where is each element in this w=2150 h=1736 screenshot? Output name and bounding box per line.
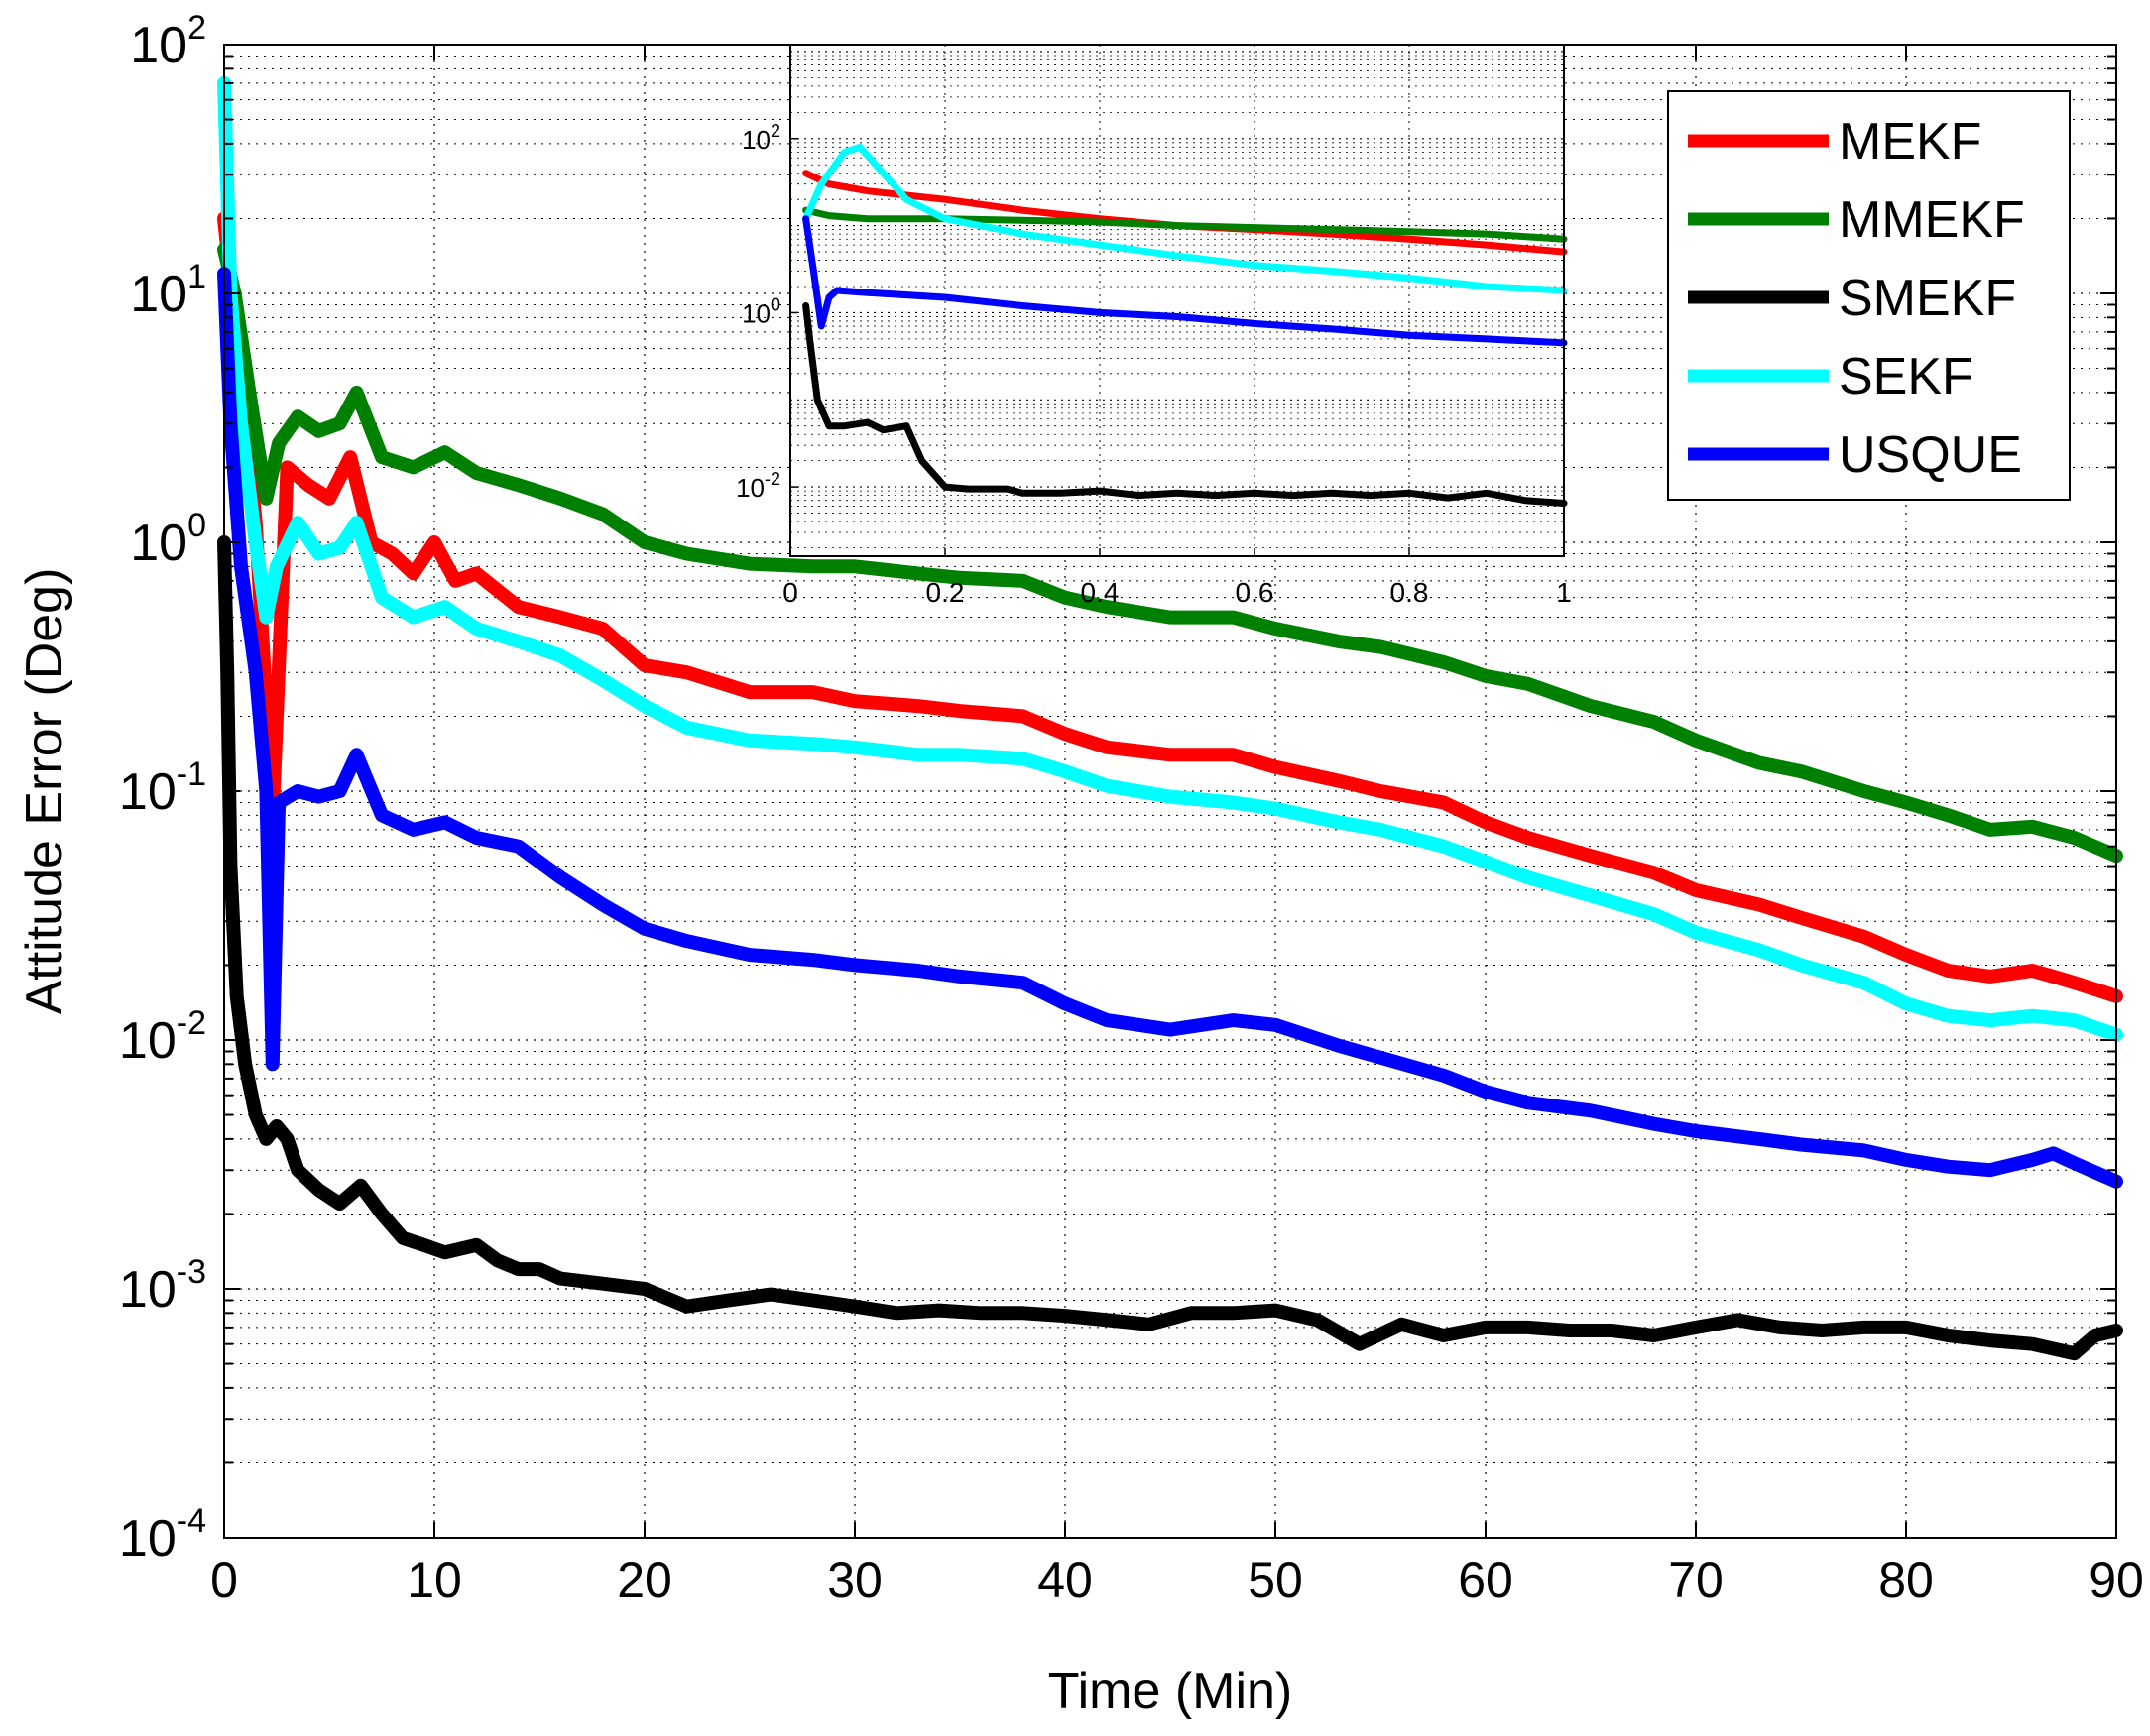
- y-tick-label: 101: [130, 258, 206, 323]
- x-tick-label: 70: [1668, 1553, 1724, 1608]
- legend-label-usque: USQUE: [1839, 426, 2022, 484]
- x-tick-label: 0: [210, 1553, 238, 1608]
- main-series-mmekf: [217, 242, 2123, 864]
- inset-series-usque: [802, 215, 1568, 347]
- inset-plot-frame: [789, 44, 1565, 557]
- inset-y-tick-base: 10: [742, 298, 771, 328]
- y-tick-exponent: -4: [177, 1502, 206, 1540]
- y-tick-base: 10: [119, 763, 177, 821]
- y-tick-exponent: 0: [187, 507, 206, 544]
- y-tick-exponent: 2: [187, 9, 206, 47]
- inset-x-tick-label: 0.8: [1390, 577, 1429, 608]
- x-tick-label: 50: [1248, 1553, 1303, 1608]
- legend-label-mekf: MEKF: [1839, 113, 1981, 171]
- legend: MEKF MMEKF SMEKF SEKF USQUE: [1667, 90, 2071, 501]
- y-tick-label: 10-2: [119, 1004, 206, 1070]
- inset-x-tick-label: 0.2: [926, 577, 965, 608]
- inset-x-tick-label: 0: [782, 577, 798, 608]
- inset-x-tick-label: 0.6: [1236, 577, 1274, 608]
- y-tick-exponent: -2: [177, 1004, 206, 1042]
- inset-y-tick-label: 10-2: [736, 469, 780, 503]
- y-tick-label: 102: [130, 9, 206, 74]
- inset-background: [790, 45, 1564, 556]
- inset-y-tick-label: 100: [742, 294, 780, 328]
- y-tick-exponent: 1: [187, 258, 206, 295]
- inset-grid: [790, 45, 1564, 556]
- x-tick-label: 60: [1458, 1553, 1513, 1608]
- y-tick-base: 10: [130, 17, 187, 74]
- main-series-group: [217, 75, 2123, 1361]
- y-tick-base: 10: [130, 266, 187, 323]
- inset-y-tick-exponent: 2: [771, 121, 780, 141]
- y-tick-label: 10-4: [119, 1502, 206, 1567]
- y-tick-exponent: -1: [177, 755, 206, 793]
- inset-y-tick-exponent: 0: [771, 294, 780, 314]
- inset-x-tick-label: 1: [1556, 577, 1572, 608]
- y-tick-base: 10: [119, 1510, 177, 1567]
- legend-label-mmekf: MMEKF: [1839, 191, 2025, 249]
- main-series-usque: [217, 267, 2123, 1189]
- inset-series-sekf: [802, 143, 1568, 294]
- y-tick-base: 10: [130, 515, 187, 572]
- inset-y-tick-base: 10: [736, 473, 765, 503]
- y-tick-exponent: -3: [177, 1253, 206, 1291]
- y-tick-label: 10-1: [119, 755, 206, 821]
- y-tick-base: 10: [119, 1012, 177, 1070]
- inset-x-tick-label: 0.4: [1081, 577, 1120, 608]
- legend-label-smekf: SMEKF: [1839, 270, 2016, 327]
- y-axis-label: Attitude Error (Deg): [16, 568, 73, 1015]
- y-tick-label: 10-3: [119, 1253, 206, 1319]
- y-tick-label: 100: [130, 507, 206, 572]
- x-tick-label: 20: [617, 1553, 672, 1608]
- main-series-mekf: [217, 211, 2123, 1003]
- inset-series-group: [802, 143, 1568, 507]
- inset-series-smekf: [802, 302, 1568, 507]
- x-tick-label: 10: [407, 1553, 462, 1608]
- main-ticks: 0 10 20 30 40 50 60 70 80 9010-410-310-210-110010…: [119, 9, 2144, 1608]
- y-tick-base: 10: [119, 1261, 177, 1319]
- inset-series-mmekf: [802, 206, 1568, 243]
- main-series-smekf: [217, 535, 2123, 1361]
- x-tick-label: 40: [1037, 1553, 1093, 1608]
- inset-y-tick-label: 102: [742, 121, 780, 155]
- x-tick-label: 80: [1878, 1553, 1934, 1608]
- x-tick-label: 30: [827, 1553, 883, 1608]
- inset-y-tick-base: 10: [742, 125, 771, 155]
- legend-label-sekf: SEKF: [1839, 348, 1973, 405]
- x-tick-label: 90: [2089, 1553, 2144, 1608]
- inset-y-tick-exponent: -2: [765, 469, 780, 489]
- x-axis-label: Time (Min): [1048, 1663, 1293, 1720]
- main-series-sekf: [217, 75, 2123, 1042]
